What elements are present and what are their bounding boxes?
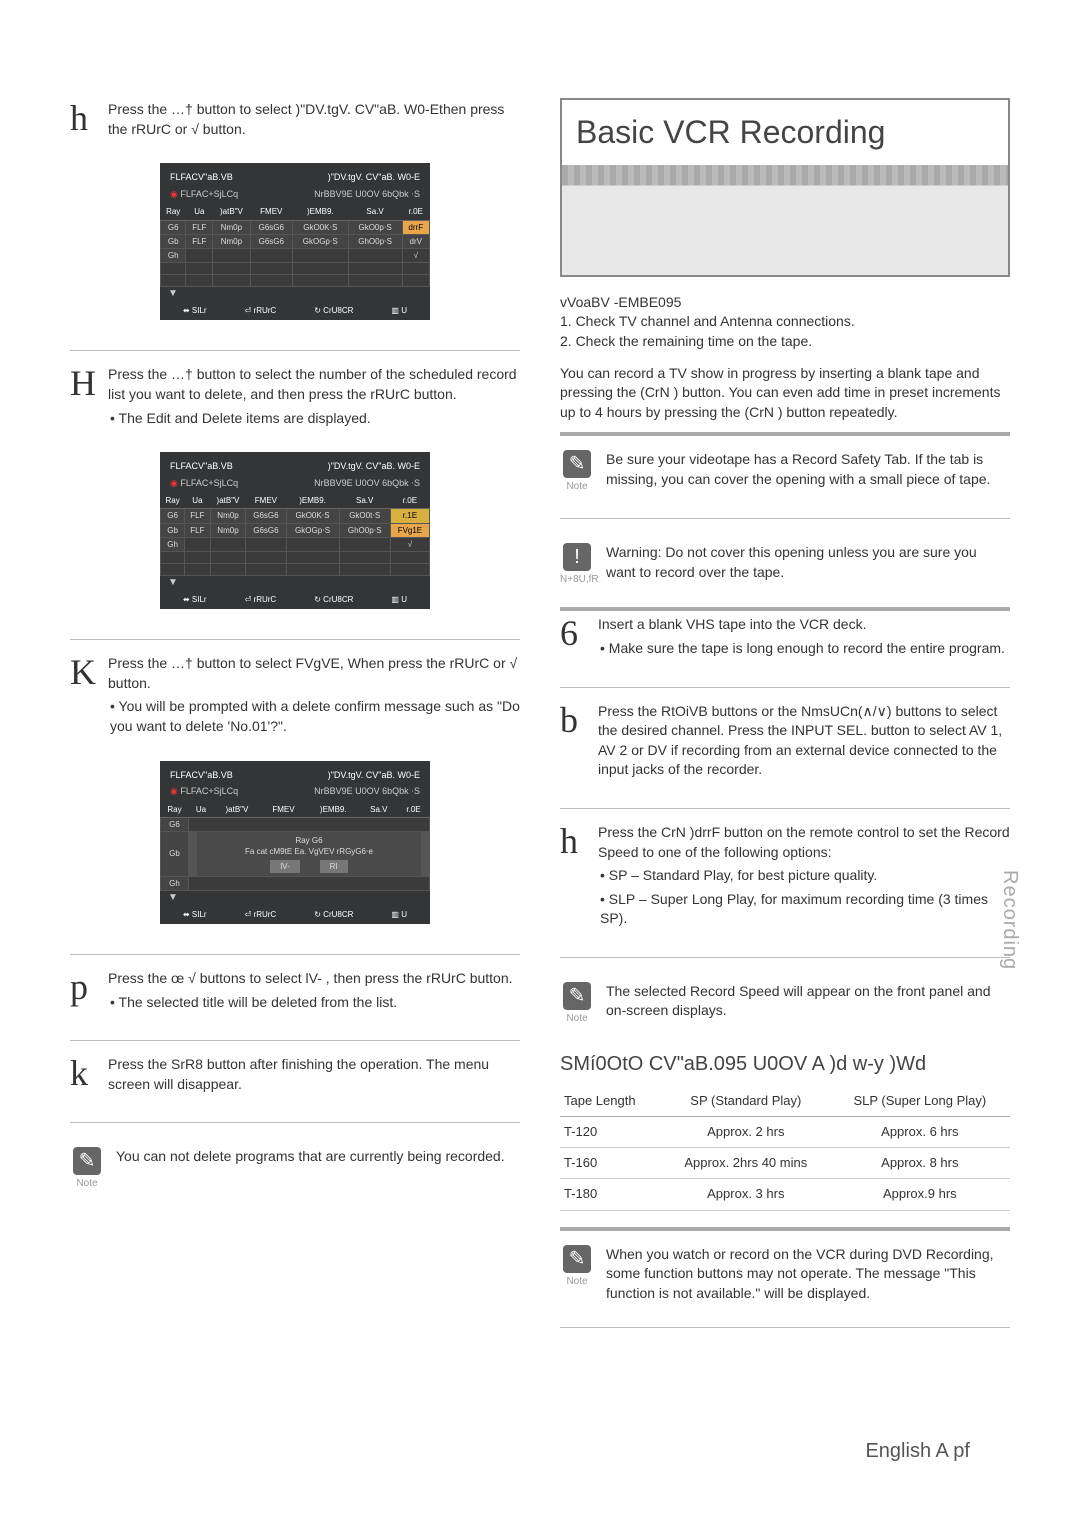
page-footer: English A pf xyxy=(865,1437,970,1465)
warning-icon: ! xyxy=(563,543,591,571)
step-text: Press the …† button to select )"DV.tgV. … xyxy=(108,100,520,139)
left-column: h Press the …† button to select )"DV.tgV… xyxy=(70,100,520,1342)
step-bullet: The Edit and Delete items are displayed. xyxy=(110,409,520,429)
pre-list-1: 1. Check TV channel and Antenna connecti… xyxy=(560,312,1010,332)
title-box: Basic VCR Recording xyxy=(560,98,1010,277)
step-b: b Press the RtOiVB buttons or the NmsUCn… xyxy=(560,702,1010,780)
step-h-right: h Press the CrN )drrF button on the remo… xyxy=(560,823,1010,929)
note-icon: ✎ xyxy=(563,1245,591,1273)
step-k: k Press the SrR8 button after finishing … xyxy=(70,1055,520,1094)
intro-text: You can record a TV show in progress by … xyxy=(560,364,1010,423)
step-H: H Press the …† button to select the numb… xyxy=(70,365,520,428)
vcr-illustration xyxy=(562,185,1008,275)
note-vcr-dvd: ✎Note When you watch or record on the VC… xyxy=(560,1245,1010,1304)
osd-screen-1: FLFACV"aB.VB)"DV.tgV. CV"aB. W0-E FLFAC+… xyxy=(160,163,430,320)
note-record-speed: ✎Note The selected Record Speed will app… xyxy=(560,982,1010,1026)
osd-screen-2: FLFACV"aB.VB)"DV.tgV. CV"aB. W0-E FLFAC+… xyxy=(160,452,430,609)
step-num: H xyxy=(70,365,98,428)
step-K: K Press the …† button to select FVgVE, W… xyxy=(70,654,520,736)
note-safety: ✎Note Be sure your videotape has a Recor… xyxy=(560,450,1010,494)
note-left: ✎ Note You can not delete programs that … xyxy=(70,1147,520,1191)
decorative-bar xyxy=(562,165,1008,185)
recording-time-table: Tape Length SP (Standard Play) SLP (Supe… xyxy=(560,1086,1010,1211)
page-title: Basic VCR Recording xyxy=(562,100,1008,165)
note-icon: ✎ xyxy=(563,982,591,1010)
subheading: SMí0OtO CV"aB.095 U0OV A )d w-y )Wd xyxy=(560,1050,1010,1078)
step-6: 6 Insert a blank VHS tape into the VCR d… xyxy=(560,615,1010,658)
note-icon: ✎ xyxy=(73,1147,101,1175)
step-h: h Press the …† button to select )"DV.tgV… xyxy=(70,100,520,139)
preamble-header: vVoaBV -EMBE095 xyxy=(560,293,1010,313)
step-text: Press the …† button to select the number… xyxy=(108,365,520,404)
pre-list-2: 2. Check the remaining time on the tape. xyxy=(560,332,1010,352)
right-column: Basic VCR Recording vVoaBV -EMBE095 1. C… xyxy=(560,100,1010,1342)
warning-row: !N+8U,fR Warning: Do not cover this open… xyxy=(560,543,1010,587)
side-tab: Recording xyxy=(996,870,1024,970)
osd-screen-3: FLFACV"aB.VB)"DV.tgV. CV"aB. W0-E FLFAC+… xyxy=(160,761,430,925)
osd-table: RayUa)atB"VFMEV)EMB9.Sa.Vr.0E G6FLFNm0pG… xyxy=(160,204,430,287)
step-p: p Press the œ √ buttons to select lV- , … xyxy=(70,969,520,1012)
note-icon: ✎ xyxy=(563,450,591,478)
step-num: h xyxy=(70,100,98,139)
